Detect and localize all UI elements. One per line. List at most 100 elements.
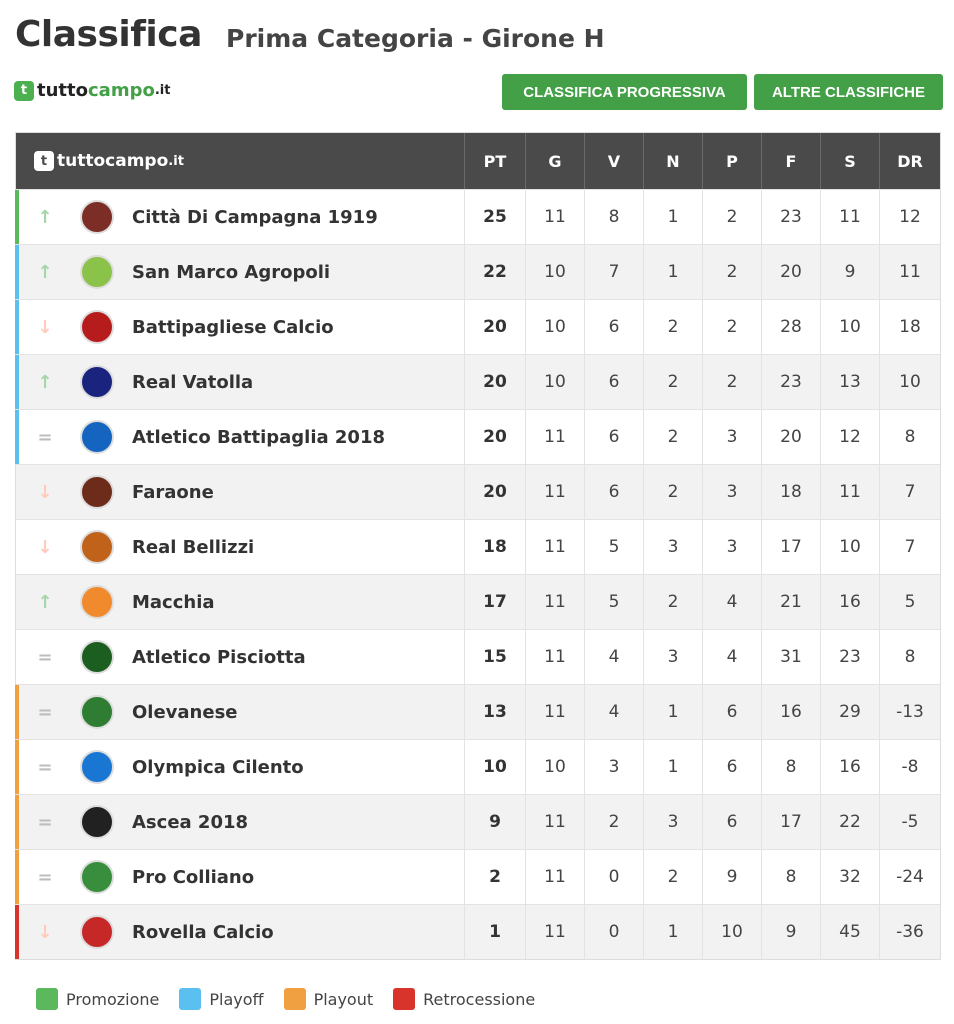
table-row[interactable]: ↑ Macchia 17 11 5 2 4 21 16 5 (16, 574, 940, 629)
stat-p: 6 (702, 685, 761, 739)
team-cell: ↑ Città Di Campagna 1919 (16, 190, 464, 244)
table-header: t tutto campo .it PT G V N P F S DR (16, 133, 940, 189)
team-cell: ↑ San Marco Agropoli (16, 245, 464, 299)
trend-equal-icon: = (37, 701, 53, 723)
team-name[interactable]: Ascea 2018 (132, 811, 249, 833)
column-header-dr[interactable]: DR (879, 133, 940, 189)
trend-equal-icon: = (37, 756, 53, 778)
column-header-s[interactable]: S (820, 133, 879, 189)
stat-s: 16 (820, 740, 879, 794)
stat-dr: 18 (879, 300, 940, 354)
team-name[interactable]: Battipagliese Calcio (132, 316, 334, 338)
stat-s: 11 (820, 465, 879, 519)
team-name[interactable]: Atletico Pisciotta (132, 646, 306, 668)
team-cell: ↓ Faraone (16, 465, 464, 519)
stat-s: 32 (820, 850, 879, 904)
table-row[interactable]: = Atletico Pisciotta 15 11 4 3 4 31 23 8 (16, 629, 940, 684)
zone-indicator (15, 355, 19, 409)
legend-swatch (36, 988, 58, 1010)
stat-v: 4 (584, 630, 643, 684)
stat-v: 7 (584, 245, 643, 299)
brand-tutto-text: tutto (37, 80, 88, 101)
team-name[interactable]: Olevanese (132, 701, 238, 723)
stat-n: 2 (643, 410, 702, 464)
stat-f: 9 (761, 905, 820, 959)
team-name[interactable]: Pro Colliano (132, 866, 255, 888)
classifica-progressiva-button[interactable]: CLASSIFICA PROGRESSIVA (502, 74, 747, 110)
stat-f: 20 (761, 410, 820, 464)
legend-item-retrocessione: Retrocessione (393, 988, 535, 1010)
stat-p: 3 (702, 520, 761, 574)
team-name[interactable]: San Marco Agropoli (132, 261, 331, 283)
stat-dr: 11 (879, 245, 940, 299)
stat-dr: -36 (879, 905, 940, 959)
column-header-g[interactable]: G (525, 133, 584, 189)
team-crest-icon (80, 915, 114, 949)
standings-table: t tutto campo .it PT G V N P F S DR ↑ Città… (15, 132, 941, 960)
table-row[interactable]: ↑ Città Di Campagna 1919 25 11 8 1 2 23 11 12 (15, 189, 940, 244)
stat-f: 17 (761, 520, 820, 574)
brand-logo[interactable]: t tutto campo .it (14, 80, 170, 101)
team-cell: = Ascea 2018 (16, 795, 464, 849)
team-name[interactable]: Macchia (132, 591, 215, 613)
stat-g: 11 (525, 575, 584, 629)
zone-indicator (15, 740, 19, 794)
stat-s: 23 (820, 630, 879, 684)
stat-s: 13 (820, 355, 879, 409)
team-name[interactable]: Città Di Campagna 1919 (132, 206, 378, 228)
table-row[interactable]: = Olympica Cilento 10 10 3 1 6 8 16 -8 (15, 739, 940, 794)
stat-v: 6 (584, 410, 643, 464)
stat-p: 9 (702, 850, 761, 904)
stat-f: 17 (761, 795, 820, 849)
stat-n: 1 (643, 245, 702, 299)
table-row[interactable]: ↓ Real Bellizzi 18 11 5 3 3 17 10 7 (16, 519, 940, 574)
team-cell: ↓ Real Bellizzi (16, 520, 464, 574)
table-row[interactable]: = Olevanese 13 11 4 1 6 16 29 -13 (15, 684, 940, 739)
stat-g: 11 (525, 465, 584, 519)
trend-arrow-down-icon: ↓ (37, 921, 53, 943)
stat-v: 6 (584, 300, 643, 354)
team-name[interactable]: Real Vatolla (132, 371, 254, 393)
table-row[interactable]: ↑ Real Vatolla 20 10 6 2 2 23 13 10 (15, 354, 940, 409)
team-name[interactable]: Atletico Battipaglia 2018 (132, 426, 386, 448)
stat-n: 1 (643, 685, 702, 739)
stat-v: 6 (584, 465, 643, 519)
stat-pt: 2 (464, 850, 525, 904)
column-header-pt[interactable]: PT (464, 133, 525, 189)
legend-item-playoff: Playoff (179, 988, 264, 1010)
stat-p: 10 (702, 905, 761, 959)
stat-g: 11 (525, 190, 584, 244)
stat-n: 1 (643, 190, 702, 244)
altre-classifiche-button[interactable]: ALTRE CLASSIFICHE (754, 74, 943, 110)
table-row[interactable]: ↑ San Marco Agropoli 22 10 7 1 2 20 9 11 (15, 244, 940, 299)
stat-v: 0 (584, 905, 643, 959)
stat-s: 29 (820, 685, 879, 739)
page-title: Classifica (15, 14, 202, 55)
stat-p: 4 (702, 575, 761, 629)
column-header-n[interactable]: N (643, 133, 702, 189)
stat-pt: 18 (464, 520, 525, 574)
trend-arrow-down-icon: ↓ (37, 536, 53, 558)
table-row[interactable]: ↓ Faraone 20 11 6 2 3 18 11 7 (16, 464, 940, 519)
table-row[interactable]: = Ascea 2018 9 11 2 3 6 17 22 -5 (15, 794, 940, 849)
stat-f: 23 (761, 190, 820, 244)
table-row[interactable]: ↓ Rovella Calcio 1 11 0 1 10 9 45 -36 (15, 904, 940, 959)
stat-pt: 9 (464, 795, 525, 849)
team-name[interactable]: Real Bellizzi (132, 536, 255, 558)
team-name[interactable]: Rovella Calcio (132, 921, 274, 943)
team-name[interactable]: Faraone (132, 481, 214, 503)
table-row[interactable]: = Pro Colliano 2 11 0 2 9 8 32 -24 (15, 849, 940, 904)
column-header-p[interactable]: P (702, 133, 761, 189)
stat-p: 2 (702, 245, 761, 299)
trend-arrow-up-icon: ↑ (37, 206, 53, 228)
table-row[interactable]: ↓ Battipagliese Calcio 20 10 6 2 2 28 10 18 (15, 299, 940, 354)
team-name[interactable]: Olympica Cilento (132, 756, 304, 778)
table-row[interactable]: = Atletico Battipaglia 2018 20 11 6 2 3 20 12 8 (15, 409, 940, 464)
stat-n: 2 (643, 355, 702, 409)
stat-v: 5 (584, 520, 643, 574)
zone-indicator (15, 850, 19, 904)
column-header-v[interactable]: V (584, 133, 643, 189)
column-header-f[interactable]: F (761, 133, 820, 189)
stat-p: 3 (702, 410, 761, 464)
team-crest-icon (80, 310, 114, 344)
